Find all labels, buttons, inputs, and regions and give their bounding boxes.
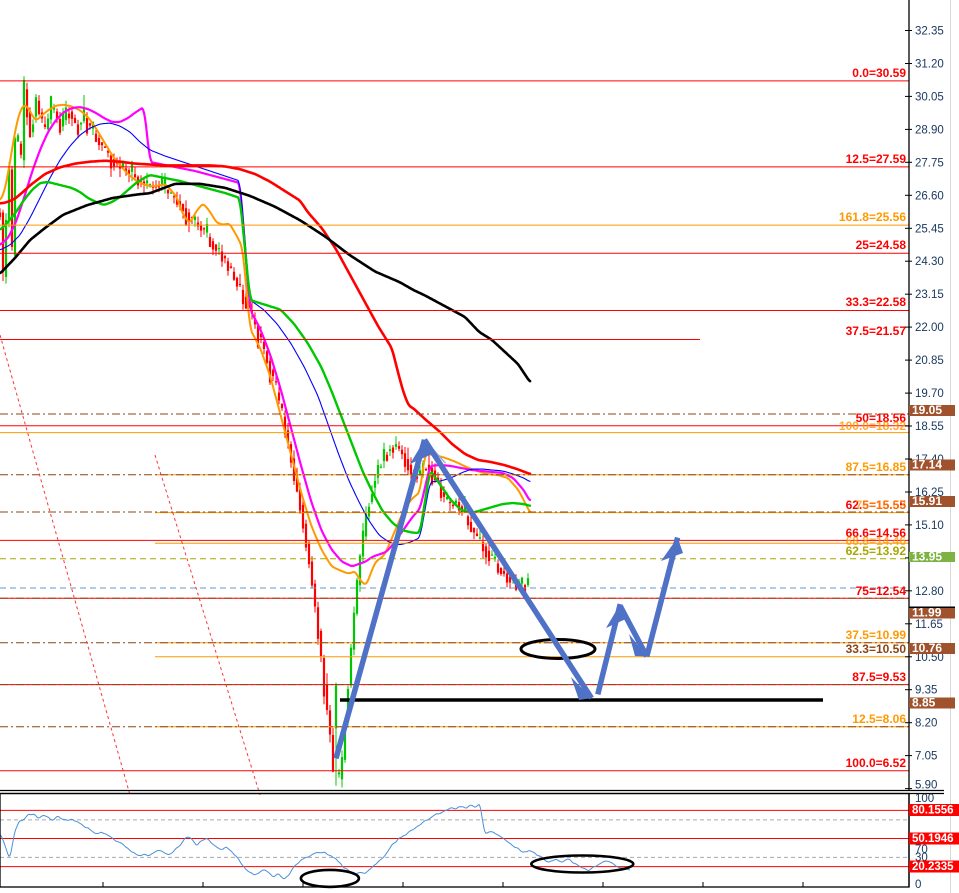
svg-text:100: 100 bbox=[915, 793, 934, 805]
svg-text:87.5=16.85: 87.5=16.85 bbox=[846, 460, 907, 474]
svg-text:25=24.58: 25=24.58 bbox=[856, 238, 907, 252]
svg-text:28.90: 28.90 bbox=[915, 124, 944, 136]
svg-text:11.99: 11.99 bbox=[912, 606, 942, 620]
svg-text:27.75: 27.75 bbox=[915, 157, 944, 169]
svg-text:0.0=30.59: 0.0=30.59 bbox=[852, 66, 906, 80]
svg-text:50.1946: 50.1946 bbox=[912, 833, 954, 845]
svg-text:12.5=8.06: 12.5=8.06 bbox=[852, 712, 906, 726]
svg-text:15.91: 15.91 bbox=[912, 494, 942, 508]
svg-text:87.5=9.53: 87.5=9.53 bbox=[852, 670, 906, 684]
svg-text:10.76: 10.76 bbox=[912, 641, 942, 655]
svg-text:37.5=21.57: 37.5=21.57 bbox=[846, 324, 907, 338]
svg-text:30.05: 30.05 bbox=[915, 91, 944, 103]
svg-text:23.15: 23.15 bbox=[915, 289, 944, 301]
svg-text:20.2335: 20.2335 bbox=[912, 861, 954, 873]
svg-text:19.70: 19.70 bbox=[915, 388, 944, 400]
svg-text:80.1556: 80.1556 bbox=[912, 805, 954, 817]
svg-text:18.55: 18.55 bbox=[915, 421, 944, 433]
svg-text:15.10: 15.10 bbox=[915, 520, 944, 532]
svg-text:33.3=22.58: 33.3=22.58 bbox=[846, 295, 907, 309]
svg-text:100.0=6.52: 100.0=6.52 bbox=[846, 756, 907, 770]
svg-text:75=15.53: 75=15.53 bbox=[856, 498, 907, 512]
svg-text:100.0=18.32: 100.0=18.32 bbox=[839, 419, 906, 433]
svg-text:62.5=13.92: 62.5=13.92 bbox=[846, 544, 907, 558]
svg-text:37.5=10.99: 37.5=10.99 bbox=[846, 628, 907, 642]
svg-text:75=12.54: 75=12.54 bbox=[856, 584, 907, 598]
svg-text:0: 0 bbox=[915, 879, 921, 891]
svg-text:33.3=10.50: 33.3=10.50 bbox=[846, 642, 907, 656]
svg-text:22.00: 22.00 bbox=[915, 322, 944, 334]
svg-text:7.05: 7.05 bbox=[915, 751, 937, 763]
svg-text:12.5=27.59: 12.5=27.59 bbox=[846, 152, 907, 166]
svg-text:13.95: 13.95 bbox=[912, 550, 942, 564]
svg-text:20.85: 20.85 bbox=[915, 355, 944, 367]
svg-text:11.65: 11.65 bbox=[915, 619, 943, 631]
svg-text:25.45: 25.45 bbox=[915, 223, 944, 235]
svg-text:24.30: 24.30 bbox=[915, 256, 944, 268]
svg-text:8.85: 8.85 bbox=[912, 696, 936, 710]
svg-text:8.20: 8.20 bbox=[915, 718, 937, 730]
svg-text:32.35: 32.35 bbox=[915, 26, 944, 38]
svg-text:17.14: 17.14 bbox=[912, 458, 942, 472]
svg-text:19.05: 19.05 bbox=[912, 403, 942, 417]
svg-text:31.20: 31.20 bbox=[915, 59, 944, 71]
svg-text:161.8=25.56: 161.8=25.56 bbox=[839, 210, 906, 224]
svg-text:12.80: 12.80 bbox=[915, 586, 944, 598]
svg-text:5.90: 5.90 bbox=[915, 780, 937, 792]
svg-text:26.60: 26.60 bbox=[915, 190, 944, 202]
